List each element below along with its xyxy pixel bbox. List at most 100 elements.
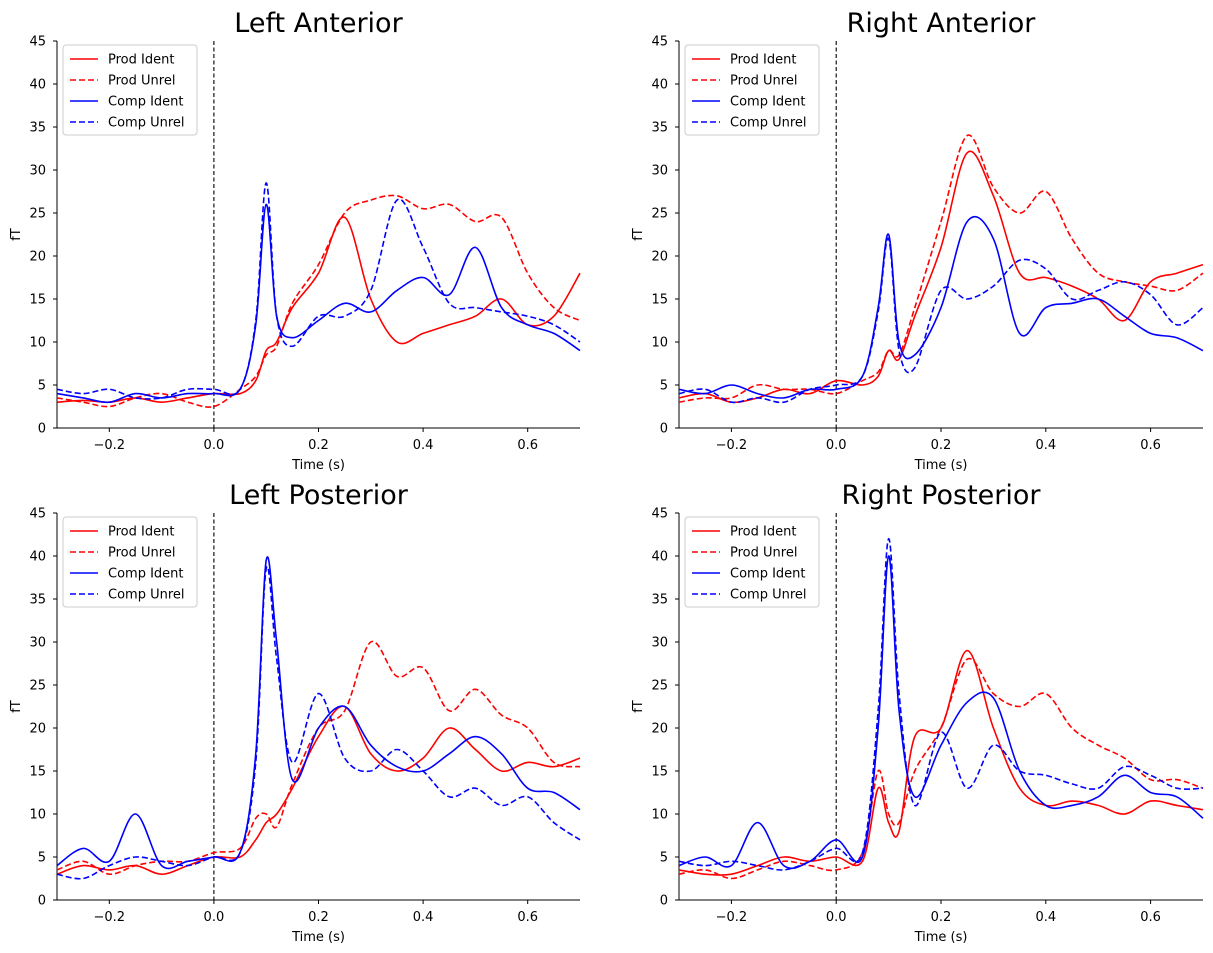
chart-title: Left Anterior: [234, 8, 403, 39]
legend-label: Prod Ident: [108, 525, 174, 540]
series-line-prod-ident: [56, 216, 581, 404]
y-tick-label: 35: [651, 121, 668, 136]
y-axis-label: fT: [631, 228, 646, 241]
y-tick-label: 25: [651, 207, 668, 222]
y-axis-label: fT: [631, 700, 646, 713]
y-tick-label: 20: [29, 250, 46, 265]
y-tick-label: 10: [651, 808, 668, 823]
series-line-comp-ident: [56, 556, 581, 870]
legend-label: Prod Unrel: [108, 74, 175, 89]
y-tick-label: 15: [651, 293, 668, 308]
x-tick-label: 0.4: [413, 438, 434, 453]
y-tick-label: 0: [660, 894, 668, 909]
panel-left-posterior: Left Posterior 0 5 10 15 20 25 30 35 40 45 −0.2 0.0 0…: [9, 480, 581, 945]
legend-box: [62, 44, 198, 136]
x-tick-label: 0.2: [931, 910, 952, 925]
y-tick-label: 20: [651, 722, 668, 737]
y-tick-label: 30: [29, 164, 46, 179]
legend-box: [684, 44, 820, 136]
legend: Prod Ident Prod Unrel Comp Ident Comp Unrel: [684, 44, 820, 136]
panel-left-anterior: Left Anterior 0 5 10 15 20 25 30 35 40 45 −0.2 0.0 0.…: [9, 8, 581, 473]
legend-label: Comp Ident: [108, 567, 184, 582]
legend-label: Prod Unrel: [730, 546, 797, 561]
panel-right-anterior: Right Anterior 0 5 10 15 20 25 30 35 40 45 −0.2 0.0 0…: [631, 8, 1204, 473]
legend-box: [684, 516, 820, 608]
x-tick-label: 0.4: [1035, 910, 1056, 925]
x-axis-label: Time (s): [914, 458, 968, 473]
y-tick-label: 20: [651, 250, 668, 265]
y-tick-label: 45: [651, 35, 668, 50]
y-tick-label: 5: [38, 851, 46, 866]
legend-label: Comp Ident: [730, 567, 806, 582]
legend: Prod Ident Prod Unrel Comp Ident Comp Unrel: [684, 516, 820, 608]
y-tick-label: 10: [29, 808, 46, 823]
x-axis-label: Time (s): [914, 930, 968, 945]
chart-title: Right Anterior: [847, 8, 1037, 39]
x-tick-label: −0.2: [716, 438, 748, 453]
legend-label: Comp Unrel: [108, 588, 185, 603]
legend-label: Comp Ident: [108, 95, 184, 110]
x-axis-label: Time (s): [291, 458, 345, 473]
series-line-comp-unrel: [56, 182, 581, 400]
x-axis-label: Time (s): [291, 930, 345, 945]
y-tick-label: 25: [651, 679, 668, 694]
y-tick-label: 5: [38, 379, 46, 394]
series-line-prod-unrel: [56, 640, 581, 876]
y-tick-label: 0: [38, 894, 46, 909]
legend-label: Comp Ident: [730, 95, 806, 110]
y-tick-label: 25: [29, 207, 46, 222]
legend-label: Comp Unrel: [108, 116, 185, 131]
y-tick-label: 5: [660, 379, 668, 394]
y-tick-label: 40: [29, 78, 46, 93]
y-tick-label: 15: [29, 293, 46, 308]
y-tick-label: 0: [660, 422, 668, 437]
x-tick-label: 0.0: [204, 910, 225, 925]
y-tick-label: 40: [29, 550, 46, 565]
y-axis-label: fT: [9, 228, 24, 241]
legend-label: Prod Unrel: [730, 74, 797, 89]
chart-svg-right-posterior: Right Posterior 0 5 10 15 20 25 30 35 40 45 −0.2 0.0…: [631, 480, 1204, 945]
x-tick-label: 0.2: [308, 438, 329, 453]
legend-box: [62, 516, 198, 608]
x-tick-label: 0.6: [1140, 438, 1161, 453]
chart-title: Right Posterior: [841, 480, 1041, 511]
y-tick-label: 30: [29, 636, 46, 651]
x-tick-label: 0.2: [931, 438, 952, 453]
y-tick-label: 10: [651, 336, 668, 351]
legend-label: Prod Ident: [108, 53, 174, 68]
series-line-prod-unrel: [678, 134, 1204, 403]
x-tick-label: 0.6: [1140, 910, 1161, 925]
y-tick-label: 35: [29, 593, 46, 608]
x-tick-label: 0.2: [308, 910, 329, 925]
y-tick-label: 40: [651, 78, 668, 93]
series-line-prod-ident: [678, 649, 1204, 876]
series-line-prod-ident: [678, 150, 1204, 404]
series-line-comp-unrel: [56, 565, 581, 880]
chart-title: Left Posterior: [229, 480, 409, 511]
y-tick-label: 15: [651, 765, 668, 780]
x-tick-label: 0.6: [517, 910, 538, 925]
series-line-comp-ident: [678, 555, 1204, 870]
series-line-comp-unrel: [678, 237, 1204, 404]
legend-label: Prod Ident: [730, 525, 796, 540]
y-tick-label: 35: [29, 121, 46, 136]
y-tick-label: 45: [651, 507, 668, 522]
y-tick-label: 30: [651, 636, 668, 651]
x-tick-label: 0.6: [517, 438, 538, 453]
y-tick-label: 35: [651, 593, 668, 608]
y-tick-label: 5: [660, 851, 668, 866]
x-tick-label: 0.4: [1035, 438, 1056, 453]
chart-svg-left-anterior: Left Anterior 0 5 10 15 20 25 30 35 40 45 −0.2 0.0 0.…: [9, 8, 581, 473]
legend-label: Prod Ident: [730, 53, 796, 68]
legend-label: Comp Unrel: [730, 116, 807, 131]
x-tick-label: −0.2: [94, 438, 126, 453]
y-tick-label: 30: [651, 164, 668, 179]
y-tick-label: 10: [29, 336, 46, 351]
x-tick-label: 0.0: [204, 438, 225, 453]
x-tick-label: −0.2: [716, 910, 748, 925]
y-tick-label: 40: [651, 550, 668, 565]
y-tick-label: 25: [29, 679, 46, 694]
legend: Prod Ident Prod Unrel Comp Ident Comp Unrel: [62, 44, 198, 136]
series-line-prod-unrel: [678, 657, 1204, 880]
